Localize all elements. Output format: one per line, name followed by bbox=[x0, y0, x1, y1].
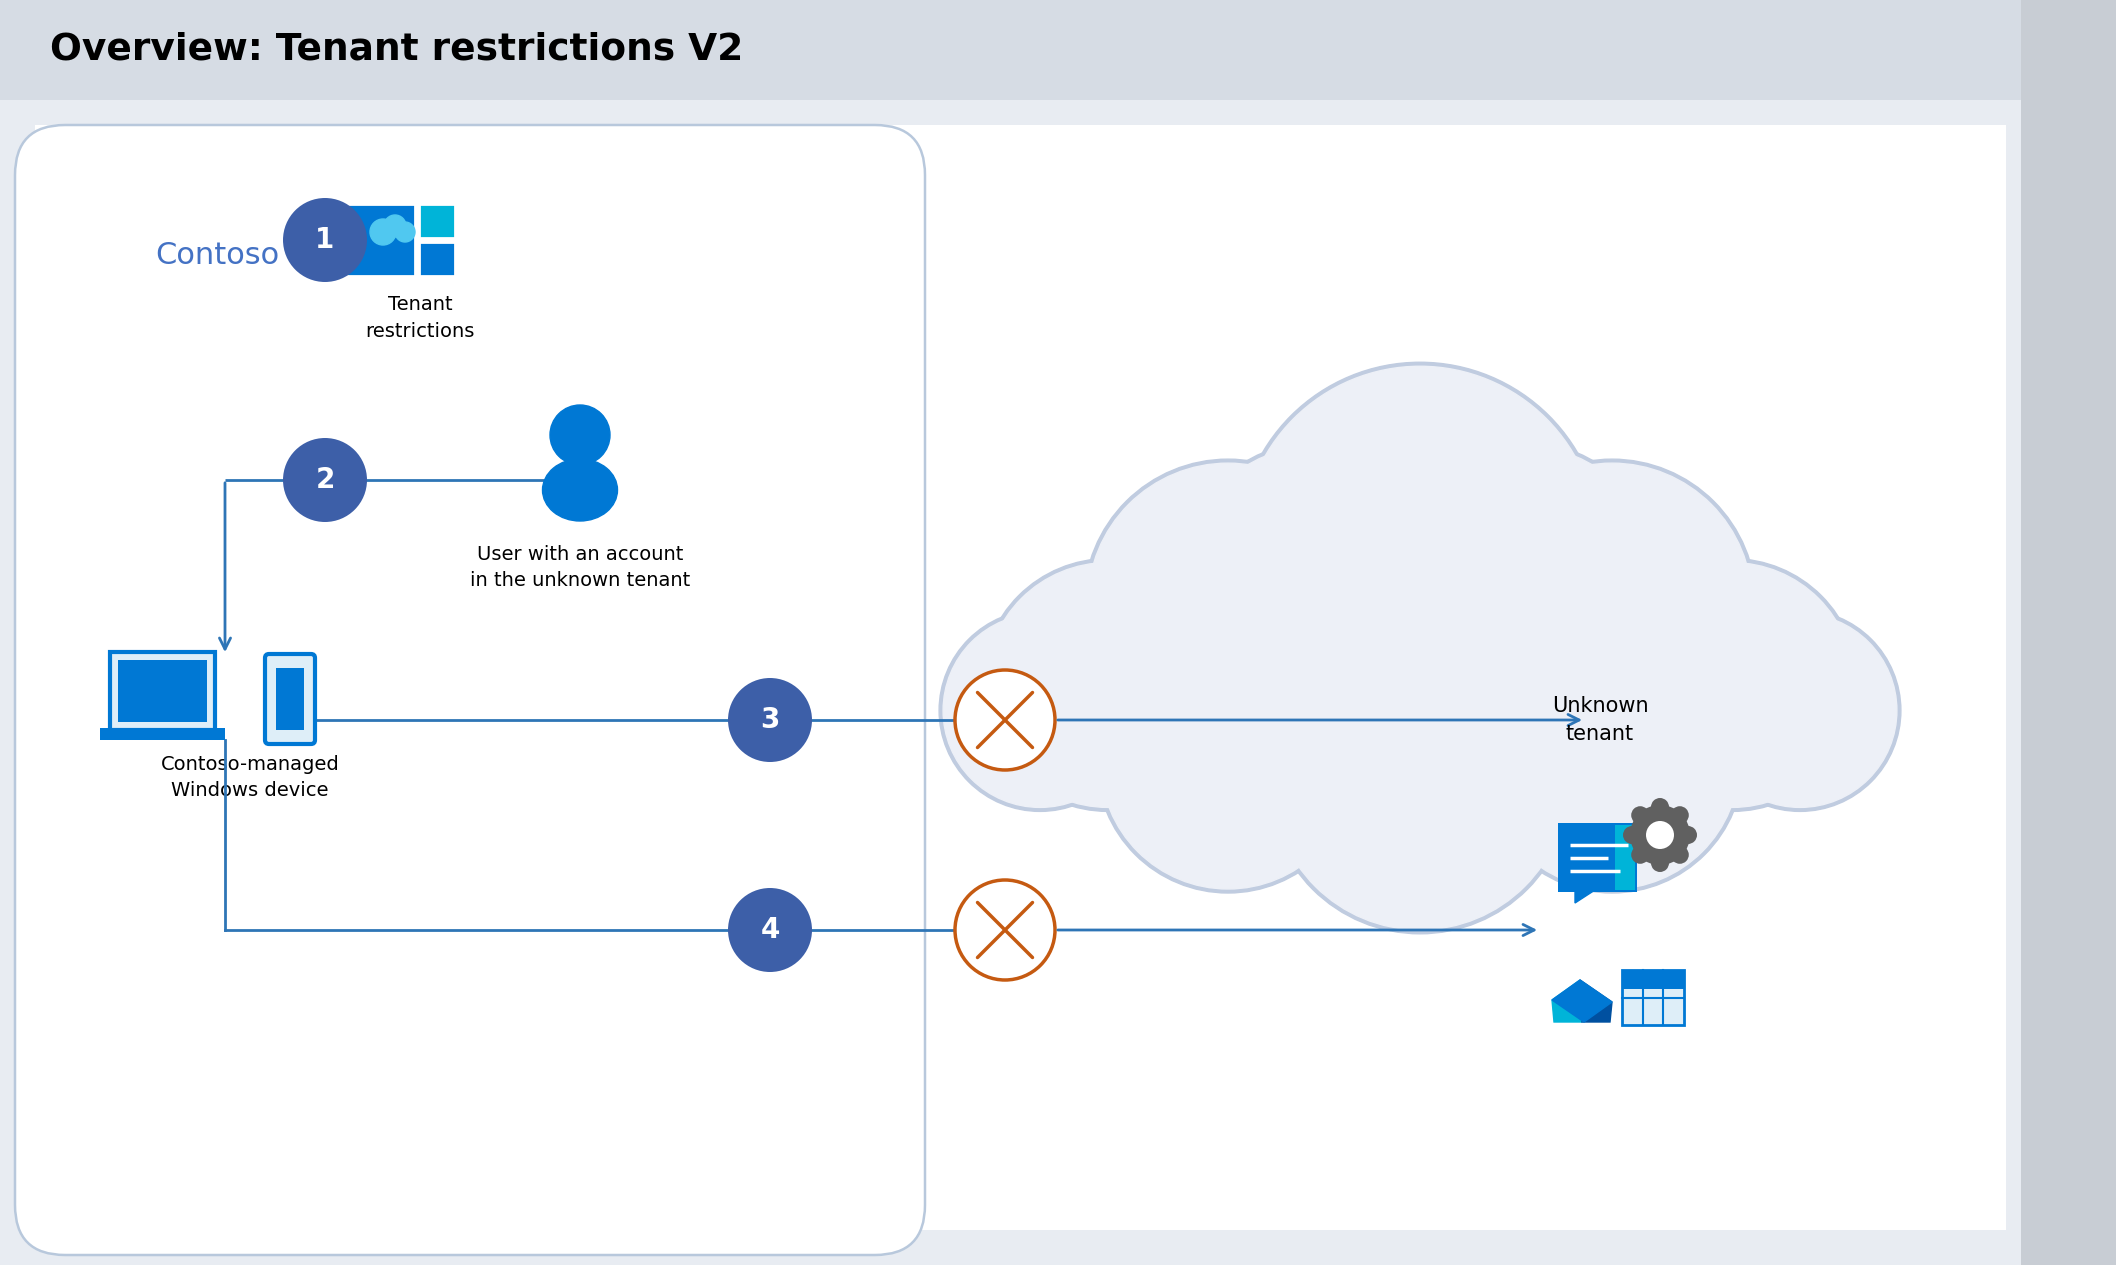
FancyBboxPatch shape bbox=[15, 125, 925, 1255]
FancyBboxPatch shape bbox=[99, 727, 224, 740]
Circle shape bbox=[1631, 806, 1648, 825]
Text: Overview: Tenant restrictions V2: Overview: Tenant restrictions V2 bbox=[51, 32, 743, 68]
FancyBboxPatch shape bbox=[1557, 824, 1638, 892]
Text: Tenant
restrictions: Tenant restrictions bbox=[366, 295, 474, 340]
FancyBboxPatch shape bbox=[118, 660, 207, 722]
FancyBboxPatch shape bbox=[0, 0, 2021, 100]
Circle shape bbox=[1650, 798, 1670, 816]
FancyBboxPatch shape bbox=[419, 242, 455, 276]
Text: 4: 4 bbox=[760, 916, 779, 944]
Circle shape bbox=[396, 221, 415, 242]
Circle shape bbox=[1481, 630, 1744, 893]
Circle shape bbox=[986, 563, 1229, 807]
Circle shape bbox=[1631, 846, 1648, 864]
Circle shape bbox=[1413, 444, 1650, 682]
FancyBboxPatch shape bbox=[1623, 970, 1684, 989]
Text: User with an account
in the unknown tenant: User with an account in the unknown tena… bbox=[470, 545, 690, 591]
FancyBboxPatch shape bbox=[419, 204, 455, 238]
Circle shape bbox=[1096, 630, 1358, 893]
Circle shape bbox=[728, 678, 813, 762]
Polygon shape bbox=[1551, 980, 1612, 1022]
Circle shape bbox=[1610, 563, 1854, 807]
Circle shape bbox=[1418, 448, 1646, 677]
Text: Unknown
tenant: Unknown tenant bbox=[1551, 696, 1648, 744]
Circle shape bbox=[1267, 630, 1572, 934]
FancyBboxPatch shape bbox=[264, 654, 315, 744]
Circle shape bbox=[284, 438, 366, 522]
Text: 1: 1 bbox=[315, 226, 334, 254]
Circle shape bbox=[1088, 463, 1369, 744]
Circle shape bbox=[1193, 448, 1422, 677]
Circle shape bbox=[1100, 634, 1356, 889]
Ellipse shape bbox=[542, 459, 618, 521]
Circle shape bbox=[944, 614, 1136, 807]
Circle shape bbox=[954, 880, 1056, 980]
Circle shape bbox=[1672, 806, 1689, 825]
Circle shape bbox=[728, 888, 813, 972]
Text: 3: 3 bbox=[760, 706, 779, 734]
Text: Contoso: Contoso bbox=[154, 240, 279, 269]
Ellipse shape bbox=[1079, 583, 1761, 837]
Polygon shape bbox=[1574, 891, 1595, 903]
Circle shape bbox=[1629, 805, 1691, 865]
Circle shape bbox=[1699, 610, 1900, 811]
Circle shape bbox=[1189, 444, 1426, 682]
Circle shape bbox=[1672, 846, 1689, 864]
Circle shape bbox=[370, 219, 396, 245]
FancyBboxPatch shape bbox=[1615, 825, 1636, 891]
Circle shape bbox=[550, 405, 609, 466]
Text: 2: 2 bbox=[315, 466, 334, 495]
Circle shape bbox=[383, 215, 406, 237]
Polygon shape bbox=[1581, 980, 1612, 1022]
Circle shape bbox=[1646, 821, 1674, 849]
Polygon shape bbox=[1551, 980, 1583, 1022]
Circle shape bbox=[1606, 559, 1858, 811]
Circle shape bbox=[982, 559, 1234, 811]
FancyBboxPatch shape bbox=[343, 204, 415, 276]
FancyBboxPatch shape bbox=[36, 125, 2006, 1230]
Circle shape bbox=[1242, 367, 1598, 724]
Circle shape bbox=[1238, 362, 1602, 727]
Circle shape bbox=[940, 610, 1141, 811]
FancyBboxPatch shape bbox=[275, 668, 305, 730]
Circle shape bbox=[1083, 459, 1373, 748]
Circle shape bbox=[954, 670, 1056, 770]
Circle shape bbox=[1678, 826, 1697, 844]
Circle shape bbox=[1650, 854, 1670, 872]
Circle shape bbox=[1272, 634, 1568, 930]
Text: Contoso-managed
Windows device: Contoso-managed Windows device bbox=[161, 755, 339, 801]
Circle shape bbox=[284, 199, 366, 282]
FancyBboxPatch shape bbox=[110, 651, 216, 730]
Circle shape bbox=[1703, 614, 1896, 807]
Circle shape bbox=[1623, 826, 1642, 844]
Ellipse shape bbox=[1090, 589, 1750, 831]
FancyBboxPatch shape bbox=[2021, 0, 2116, 1265]
Circle shape bbox=[1485, 634, 1739, 889]
Circle shape bbox=[1473, 463, 1752, 744]
FancyBboxPatch shape bbox=[1623, 970, 1684, 1025]
Circle shape bbox=[1469, 459, 1756, 748]
